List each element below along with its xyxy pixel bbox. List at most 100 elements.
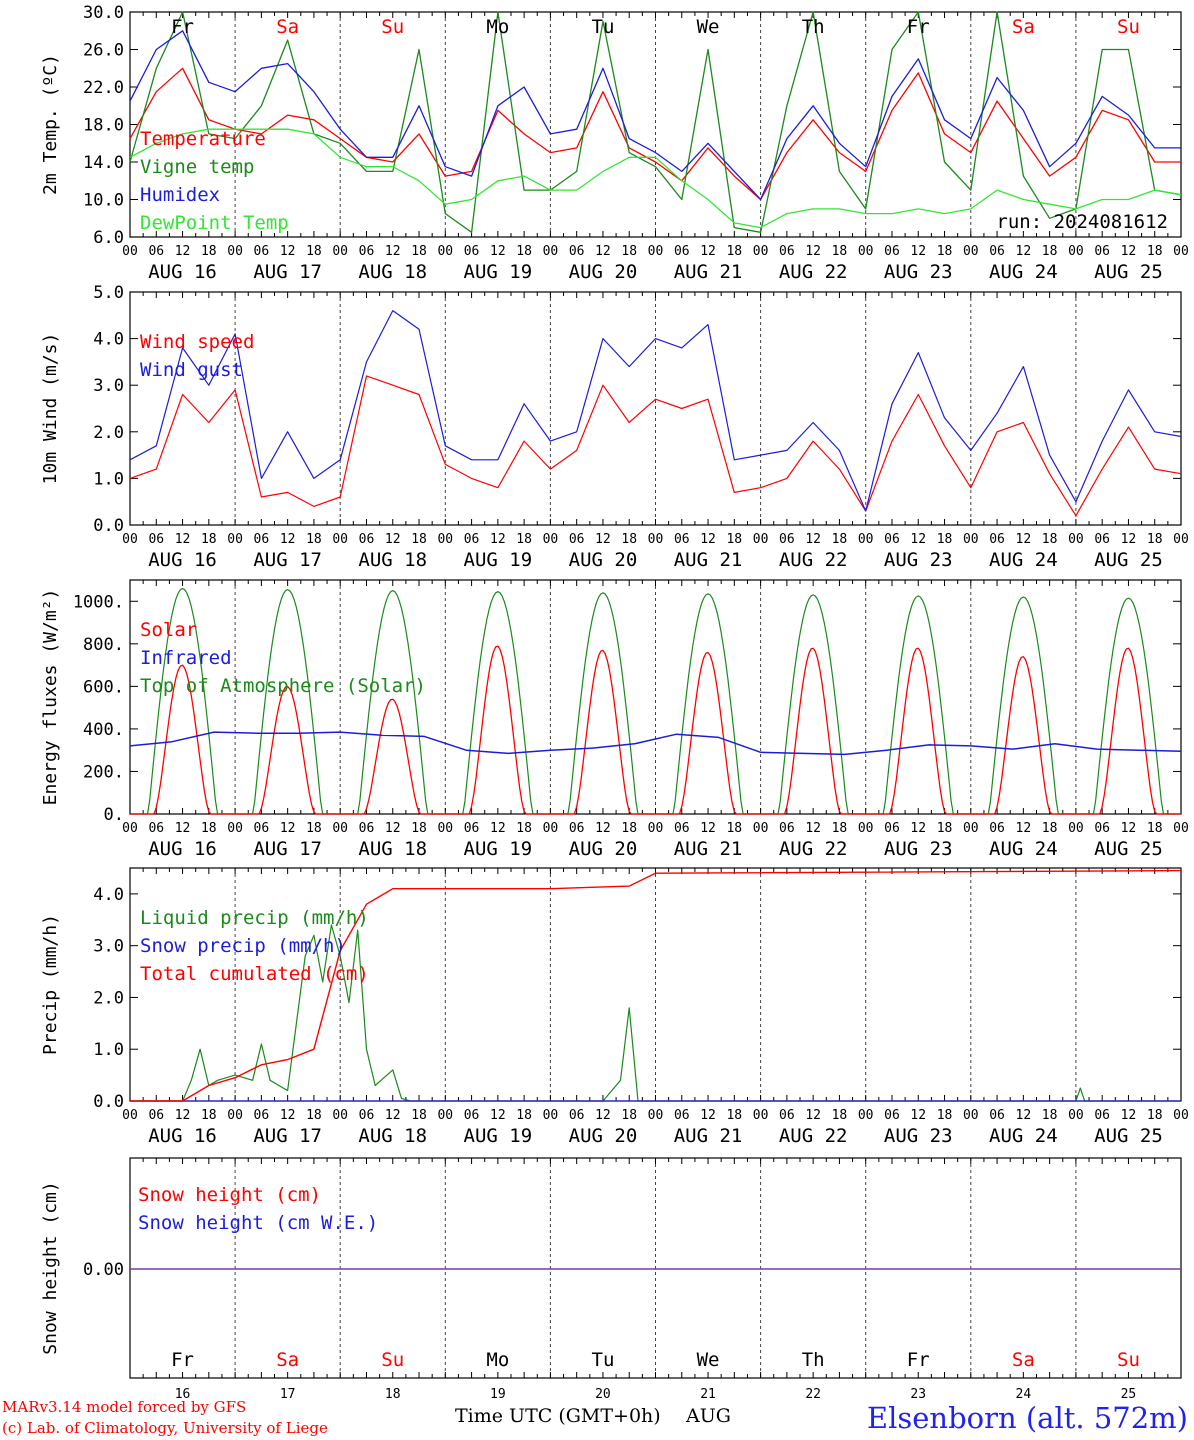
- hour-tick-label: 06: [464, 244, 480, 259]
- hour-tick-label: 00: [332, 1108, 348, 1123]
- hour-tick-label: 12: [1121, 244, 1137, 259]
- hour-tick-label: 18: [306, 821, 322, 836]
- hour-tick-label: 18: [726, 532, 742, 547]
- hour-tick-label: 06: [148, 1108, 164, 1123]
- date-label: AUG 18: [358, 838, 427, 860]
- hour-tick-label: 06: [569, 821, 585, 836]
- series-dewpoint-temp: [129, 128, 1182, 229]
- hour-tick-label: 00: [543, 244, 559, 259]
- weekday-label: Mo: [486, 1349, 509, 1371]
- weekday-label: Tu: [592, 1349, 615, 1371]
- hour-tick-label: 00: [227, 1108, 243, 1123]
- date-label: AUG 25: [1094, 1125, 1163, 1147]
- date-label: AUG 23: [884, 838, 953, 860]
- hour-tick-label: 18: [201, 821, 217, 836]
- hour-tick-label: 00: [648, 1108, 664, 1123]
- hour-tick-label: 06: [779, 821, 795, 836]
- day-number: 20: [595, 1387, 611, 1402]
- day-number: 23: [910, 1387, 926, 1402]
- date-label: AUG 21: [674, 549, 743, 571]
- hour-tick-label: 06: [464, 1108, 480, 1123]
- hour-tick-label: 18: [937, 1108, 953, 1123]
- y-axis-title: Snow height (cm): [40, 1181, 61, 1354]
- legend-snow-precip-mm-h: Snow precip (mm/h): [140, 935, 346, 957]
- series-total-cumulated: [130, 869, 1182, 1102]
- legend-vigne-temp: Vigne temp: [140, 156, 254, 178]
- y-tick-label: 3.0: [93, 937, 124, 957]
- hour-tick-label: 12: [700, 244, 716, 259]
- date-label: AUG 17: [253, 549, 322, 571]
- date-label: AUG 17: [253, 1125, 322, 1147]
- weekday-label: We: [697, 16, 720, 38]
- hour-tick-label: 00: [122, 821, 138, 836]
- date-label: AUG 22: [779, 549, 848, 571]
- y-tick-label: 2.0: [93, 988, 124, 1008]
- day-number: 17: [280, 1387, 296, 1402]
- hour-tick-label: 18: [726, 821, 742, 836]
- hour-tick-label: 00: [858, 1108, 874, 1123]
- date-label: AUG 23: [884, 261, 953, 283]
- run-label: run: 2024081612: [996, 211, 1168, 233]
- hour-tick-label: 12: [1121, 1108, 1137, 1123]
- hour-tick-label: 00: [753, 821, 769, 836]
- hour-tick-label: 12: [175, 1108, 191, 1123]
- hour-tick-label: 12: [700, 821, 716, 836]
- hour-tick-label: 06: [779, 532, 795, 547]
- hour-tick-label: 06: [254, 821, 270, 836]
- hour-tick-label: 00: [963, 244, 979, 259]
- hour-tick-label: 12: [490, 1108, 506, 1123]
- hour-tick-label: 06: [884, 1108, 900, 1123]
- hour-tick-label: 12: [175, 821, 191, 836]
- hour-tick-label: 00: [122, 244, 138, 259]
- hour-tick-label: 12: [805, 1108, 821, 1123]
- y-tick-label: 5.0: [93, 283, 124, 303]
- hour-tick-label: 06: [674, 1108, 690, 1123]
- weekday-label: Sa: [276, 16, 299, 38]
- hour-tick-label: 00: [753, 1108, 769, 1123]
- hour-tick-label: 18: [1147, 244, 1163, 259]
- hour-tick-label: 12: [1016, 532, 1032, 547]
- legend-wind-gust: Wind gust: [140, 359, 243, 381]
- date-label: AUG 20: [569, 838, 638, 860]
- weekday-label: Su: [1117, 16, 1140, 38]
- hour-tick-label: 00: [1173, 244, 1189, 259]
- hour-tick-label: 18: [516, 821, 532, 836]
- hour-tick-label: 00: [227, 244, 243, 259]
- hour-tick-label: 06: [254, 244, 270, 259]
- hour-tick-label: 06: [779, 244, 795, 259]
- hour-tick-label: 18: [411, 821, 427, 836]
- hour-tick-label: 06: [359, 532, 375, 547]
- hour-tick-label: 00: [963, 532, 979, 547]
- series-wind-gust: [129, 310, 1182, 512]
- hour-tick-label: 06: [569, 1108, 585, 1123]
- hour-tick-label: 12: [910, 532, 926, 547]
- hour-tick-label: 12: [595, 532, 611, 547]
- y-tick-label: 30.0: [83, 3, 124, 23]
- hour-tick-label: 06: [674, 244, 690, 259]
- weekday-label: Su: [381, 1349, 404, 1371]
- series-humidex: [129, 30, 1181, 201]
- hour-tick-label: 00: [1068, 532, 1084, 547]
- y-tick-label: 0.: [104, 805, 124, 825]
- hour-tick-label: 06: [674, 532, 690, 547]
- hour-tick-label: 00: [1068, 1108, 1084, 1123]
- y-axis-title: 10m Wind (m/s): [40, 333, 61, 485]
- hour-tick-label: 18: [411, 244, 427, 259]
- hour-tick-label: 12: [805, 532, 821, 547]
- hour-tick-label: 06: [359, 1108, 375, 1123]
- hour-tick-label: 18: [621, 532, 637, 547]
- date-label: AUG 19: [464, 549, 533, 571]
- hour-tick-label: 06: [1094, 1108, 1110, 1123]
- hour-tick-label: 00: [227, 821, 243, 836]
- x-axis-label: Time UTC (GMT+0h): [455, 1405, 661, 1427]
- hour-tick-label: 12: [910, 1108, 926, 1123]
- weekday-label: Th: [802, 16, 825, 38]
- hour-tick-label: 06: [148, 821, 164, 836]
- hour-tick-label: 18: [516, 1108, 532, 1123]
- hour-tick-label: 18: [306, 532, 322, 547]
- weekday-label: Sa: [1012, 1349, 1035, 1371]
- hour-tick-label: 18: [1042, 244, 1058, 259]
- hour-tick-label: 12: [280, 821, 296, 836]
- hour-tick-label: 18: [832, 1108, 848, 1123]
- date-label: AUG 16: [148, 838, 217, 860]
